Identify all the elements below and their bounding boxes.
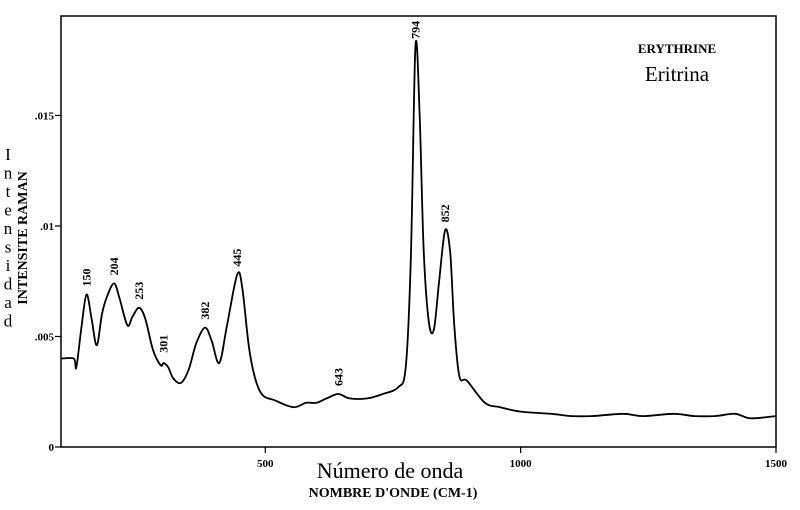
- peak-label: 204: [107, 257, 121, 275]
- spectrum-line: [60, 39, 777, 420]
- y-axis-letter: a: [4, 293, 12, 312]
- y-tick-label: .005: [35, 331, 55, 343]
- y-axis-letter: t: [6, 182, 11, 201]
- y-axis-label: INTENSITE RAMAN: [16, 171, 31, 304]
- plot-frame: [60, 15, 777, 448]
- x-tick-label: 1500: [765, 458, 788, 470]
- y-axis-letter: d: [4, 312, 13, 331]
- y-axis-letter: i: [6, 256, 11, 275]
- x-tick-label: 500: [257, 458, 274, 470]
- y-axis-letter: I: [5, 145, 11, 164]
- peak-label: 852: [438, 204, 452, 222]
- y-axis-letter: d: [4, 275, 13, 294]
- peak-label: 794: [408, 21, 422, 39]
- y-axis-letter: s: [5, 238, 12, 257]
- peak-label: 253: [132, 282, 146, 300]
- y-tick-label: .015: [35, 110, 55, 122]
- chart-subtitle: Eritrina: [645, 62, 710, 86]
- peak-label: 150: [80, 269, 94, 287]
- peak-label: 301: [157, 335, 171, 353]
- peak-label: 643: [331, 368, 345, 386]
- y-axis-letter: n: [4, 219, 13, 238]
- peak-label: 382: [198, 302, 212, 320]
- y-tick-label: 0: [49, 442, 55, 454]
- chart-title: ERYTHRINE: [638, 41, 716, 56]
- x-axis-label: Número de onda: [317, 458, 464, 483]
- x-axis-label-secondary: NOMBRE D'ONDE (CM-1): [309, 486, 478, 501]
- y-axis-letter: n: [4, 164, 13, 183]
- y-axis-letter: e: [4, 201, 12, 220]
- x-tick-label: 1000: [510, 458, 533, 470]
- peak-label: 445: [230, 249, 244, 267]
- y-tick-label: .01: [40, 221, 54, 233]
